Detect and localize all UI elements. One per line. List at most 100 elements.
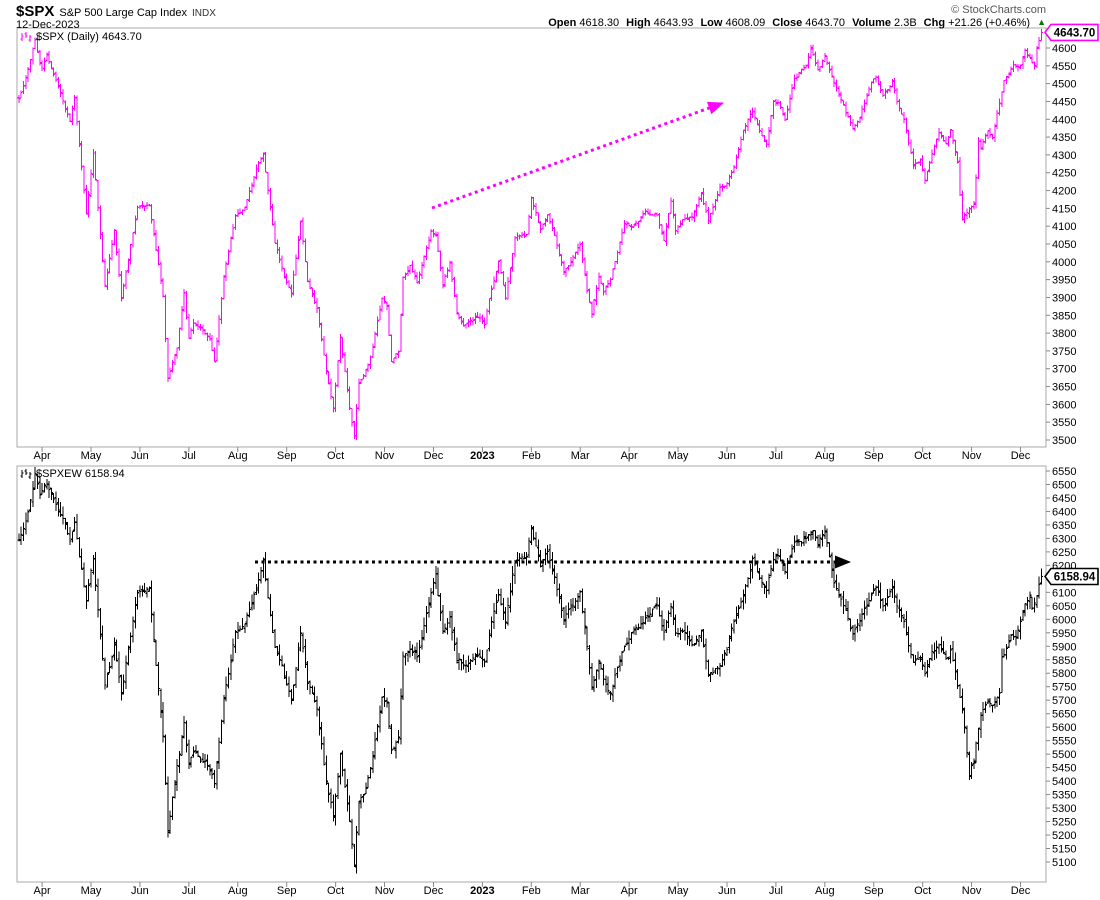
quote-value: 4643.70 [802, 17, 846, 29]
month-label: Nov [375, 450, 395, 462]
month-label: May [81, 450, 102, 462]
y-tick-label: 5400 [1052, 776, 1076, 788]
trend-arrow-head [706, 101, 725, 115]
month-label: Oct [327, 885, 344, 897]
y-tick-label: 5650 [1052, 709, 1076, 721]
y-tick-label: 3800 [1052, 328, 1076, 340]
y-tick-label: 5950 [1052, 628, 1076, 640]
month-label: Oct [914, 450, 931, 462]
y-tick-label: 3900 [1052, 292, 1076, 304]
change-up-icon: ▲ [1037, 17, 1046, 27]
quote-value: 4618.30 [576, 17, 620, 29]
y-tick-label: 5550 [1052, 736, 1076, 748]
y-tick-label: 5500 [1052, 749, 1076, 761]
y-tick-label: 3650 [1052, 382, 1076, 394]
ohlc-bars-spx [17, 29, 1043, 440]
legend-spx: $SPX (Daily) 4643.70 [19, 30, 142, 43]
y-tick-label: 4450 [1052, 96, 1076, 108]
month-label: Aug [228, 450, 248, 462]
y-tick-label: 3550 [1052, 417, 1076, 429]
month-label: Jul [769, 885, 783, 897]
quote-label: Low [700, 17, 723, 29]
plot-border [16, 27, 1047, 448]
y-tick-label: 5150 [1052, 844, 1076, 856]
stockcharts-credit-link[interactable]: © StockCharts.com [951, 4, 1046, 16]
y-tick-label: 4350 [1052, 132, 1076, 144]
y-tick-label: 4250 [1052, 168, 1076, 180]
legend-spxew: $SPXEW 6158.94 [19, 467, 125, 480]
month-label: Apr [621, 450, 638, 462]
y-tick-label: 6450 [1052, 493, 1076, 505]
ohlc-quote-row: Open 4618.30 High 4643.93 Low 4608.09 Close… [548, 17, 1046, 29]
chart-spxew: 6550650064506400635063006250620061506100… [16, 465, 1099, 897]
y-tick-label: 6050 [1052, 601, 1076, 613]
quote-value: 2.3B [890, 17, 917, 29]
quote-label: Open [548, 17, 577, 29]
month-label: Sep [277, 885, 297, 897]
trend-arrow-line [431, 105, 713, 210]
month-label: Aug [815, 885, 835, 897]
chart-date: 12-Dec-2023 [16, 19, 80, 31]
month-label: Aug [228, 885, 248, 897]
y-tick-label: 4100 [1052, 221, 1076, 233]
quote-value: 4643.93 [650, 17, 694, 29]
y-tick-label: 5200 [1052, 830, 1076, 842]
quote-label: High [626, 17, 651, 29]
y-tick-label: 3600 [1052, 399, 1076, 411]
symbol-ticker: $SPX [16, 3, 55, 20]
y-tick-label: 5800 [1052, 668, 1076, 680]
last-price-tag [1044, 567, 1099, 586]
y-tick-label: 4150 [1052, 203, 1076, 215]
month-label: Mar [571, 450, 590, 462]
month-label: Nov [375, 885, 395, 897]
quote-label: Volume [852, 17, 891, 29]
y-tick-label: 3750 [1052, 346, 1076, 358]
month-label: Jul [769, 450, 783, 462]
month-label: Aug [815, 450, 835, 462]
y-tick-label: 5600 [1052, 722, 1076, 734]
month-label: Dec [424, 450, 444, 462]
month-label: Apr [621, 885, 638, 897]
y-tick-label: 5750 [1052, 682, 1076, 694]
month-label: Feb [522, 450, 541, 462]
y-tick-label: 5350 [1052, 790, 1076, 802]
y-tick-label: 6400 [1052, 506, 1076, 518]
month-label: Jul [182, 450, 196, 462]
symbol-name: S&P 500 Large Cap Index [59, 7, 187, 19]
month-label: Jun [131, 885, 149, 897]
quote-value: 4608.09 [722, 17, 766, 29]
y-tick-label: 6250 [1052, 547, 1076, 559]
month-label: Dec [1011, 885, 1031, 897]
legend-text: $SPX (Daily) 4643.70 [36, 30, 142, 43]
y-tick-label: 4300 [1052, 150, 1076, 162]
y-tick-label: 5250 [1052, 817, 1076, 829]
month-label: May [81, 885, 102, 897]
month-label: Oct [914, 885, 931, 897]
y-tick-label: 6550 [1052, 466, 1076, 478]
trend-arrow-head [835, 555, 851, 569]
y-tick-label: 5450 [1052, 763, 1076, 775]
symbol-exchange: INDX [191, 8, 216, 19]
quote-label: Chg [923, 17, 946, 29]
month-label: Apr [34, 450, 51, 462]
y-tick-label: 4000 [1052, 257, 1076, 269]
month-label: 2023 [470, 450, 494, 462]
month-label: Nov [962, 450, 982, 462]
month-label: Sep [864, 885, 884, 897]
month-label: Dec [1011, 450, 1031, 462]
y-tick-label: 3700 [1052, 364, 1076, 376]
last-price-label: 6158.94 [1054, 571, 1096, 583]
y-tick-label: 5850 [1052, 655, 1076, 667]
y-tick-label: 6350 [1052, 520, 1076, 532]
month-label: Jun [131, 450, 149, 462]
y-tick-label: 4550 [1052, 61, 1076, 73]
y-tick-label: 5300 [1052, 803, 1076, 815]
last-price-tag [1044, 23, 1099, 42]
month-label: Oct [327, 450, 344, 462]
series-icon [20, 469, 32, 479]
y-tick-label: 5900 [1052, 641, 1076, 653]
y-tick-label: 6300 [1052, 533, 1076, 545]
month-label: 2023 [470, 885, 494, 897]
y-tick-label: 4400 [1052, 114, 1076, 126]
y-tick-label: 4200 [1052, 186, 1076, 198]
